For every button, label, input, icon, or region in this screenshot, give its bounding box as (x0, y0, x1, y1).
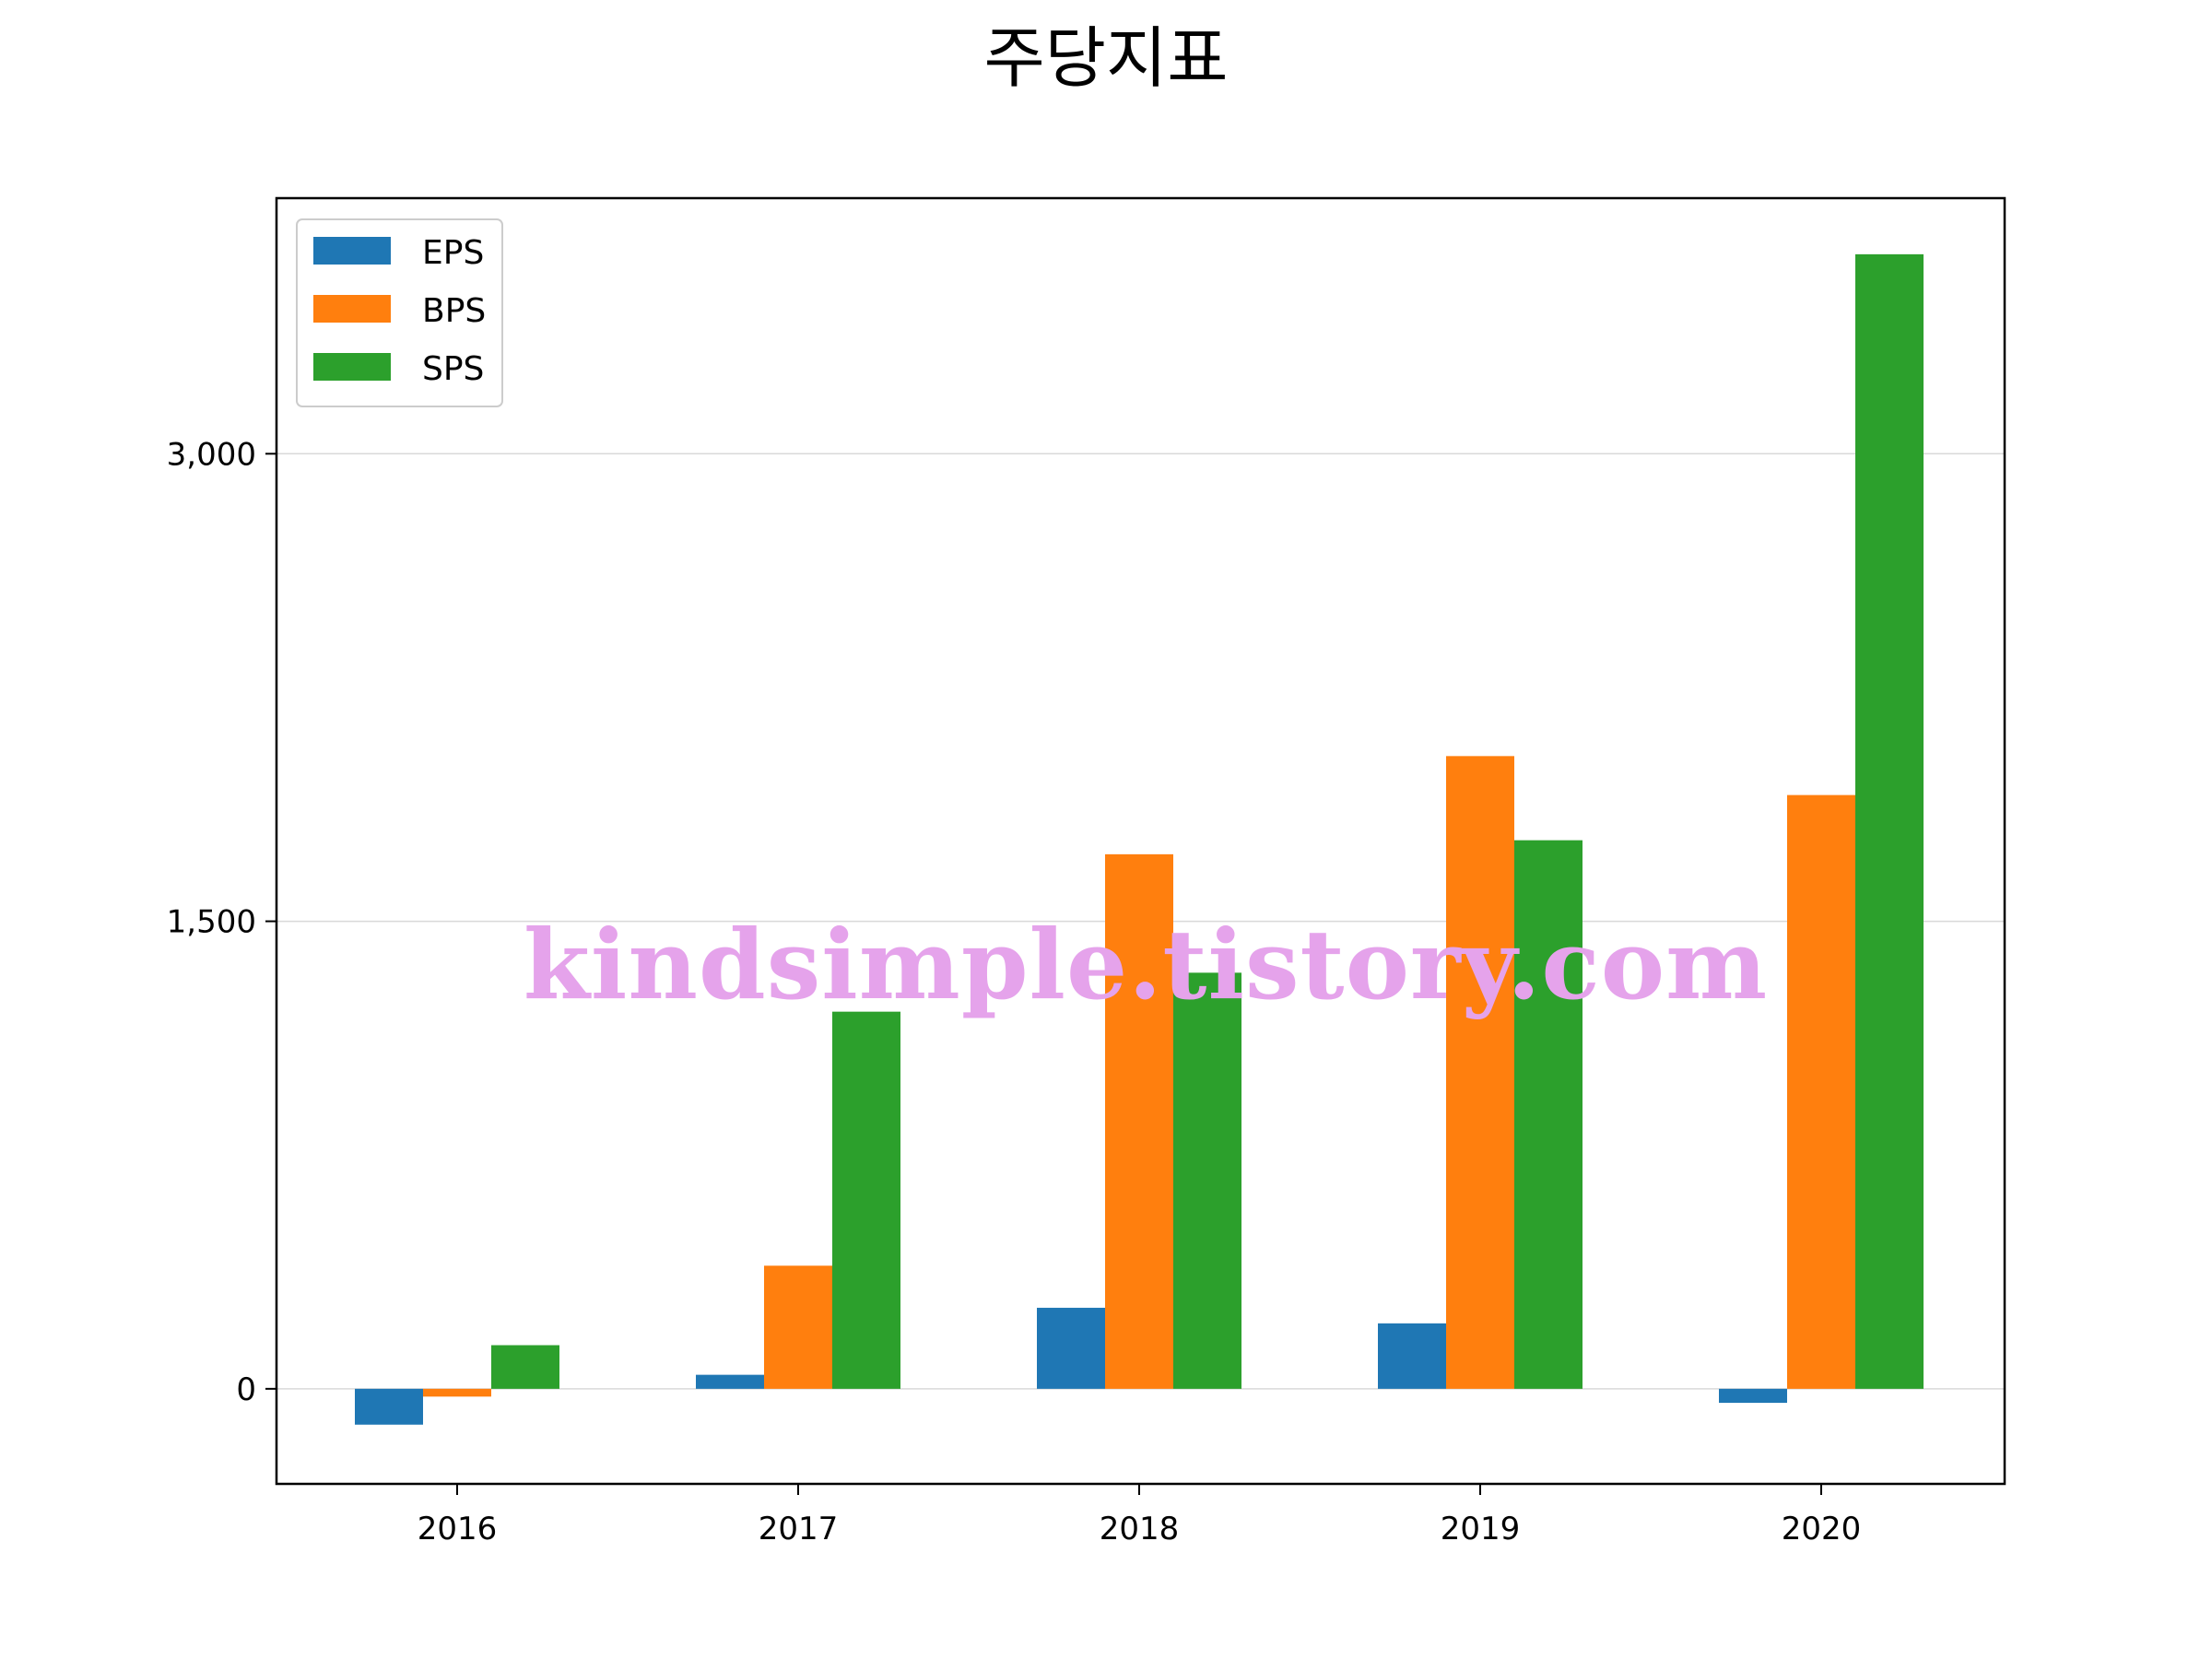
chart-title: 주당지표 (984, 19, 1229, 97)
x-tick-label: 2020 (1782, 1511, 1862, 1547)
x-tick-label: 2016 (418, 1511, 498, 1547)
bar-bps-2016 (423, 1388, 491, 1397)
legend-label-eps: EPS (422, 234, 484, 272)
bar-bps-2017 (764, 1265, 832, 1389)
bar-eps-2018 (1037, 1307, 1105, 1389)
bar-sps-2016 (491, 1345, 559, 1389)
bar-eps-2019 (1378, 1323, 1446, 1389)
plot-frame (275, 196, 2006, 1486)
legend: EPS BPS SPS (296, 218, 503, 407)
legend-label-bps: BPS (422, 292, 486, 330)
axis-ticks: 0 1,500 3,000 2016 2017 2018 2019 2020 (167, 436, 1862, 1547)
y-tick-label: 1,500 (167, 904, 256, 941)
bar-sps-2019 (1514, 840, 1583, 1389)
legend-swatch-eps (313, 237, 391, 265)
x-tick-label: 2018 (1100, 1511, 1180, 1547)
bar-eps-2020 (1719, 1388, 1787, 1404)
legend-swatch-sps (313, 353, 391, 381)
legend-label-sps: SPS (422, 350, 484, 388)
bars (355, 253, 1924, 1425)
y-tick-label: 3,000 (167, 436, 256, 473)
bar-sps-2017 (832, 1011, 900, 1389)
bar-sps-2018 (1173, 972, 1241, 1389)
legend-swatch-bps (313, 295, 391, 323)
bar-eps-2017 (696, 1374, 764, 1389)
x-tick-label: 2019 (1441, 1511, 1521, 1547)
bar-bps-2019 (1446, 756, 1514, 1389)
bar-sps-2020 (1855, 253, 1924, 1389)
y-tick-label: 0 (236, 1371, 256, 1408)
watermark-text: kindsimple.tistory.com (524, 908, 1768, 1021)
x-tick-label: 2017 (759, 1511, 839, 1547)
bar-bps-2020 (1787, 794, 1855, 1389)
bar-bps-2018 (1105, 853, 1173, 1389)
bar-eps-2016 (355, 1388, 423, 1425)
